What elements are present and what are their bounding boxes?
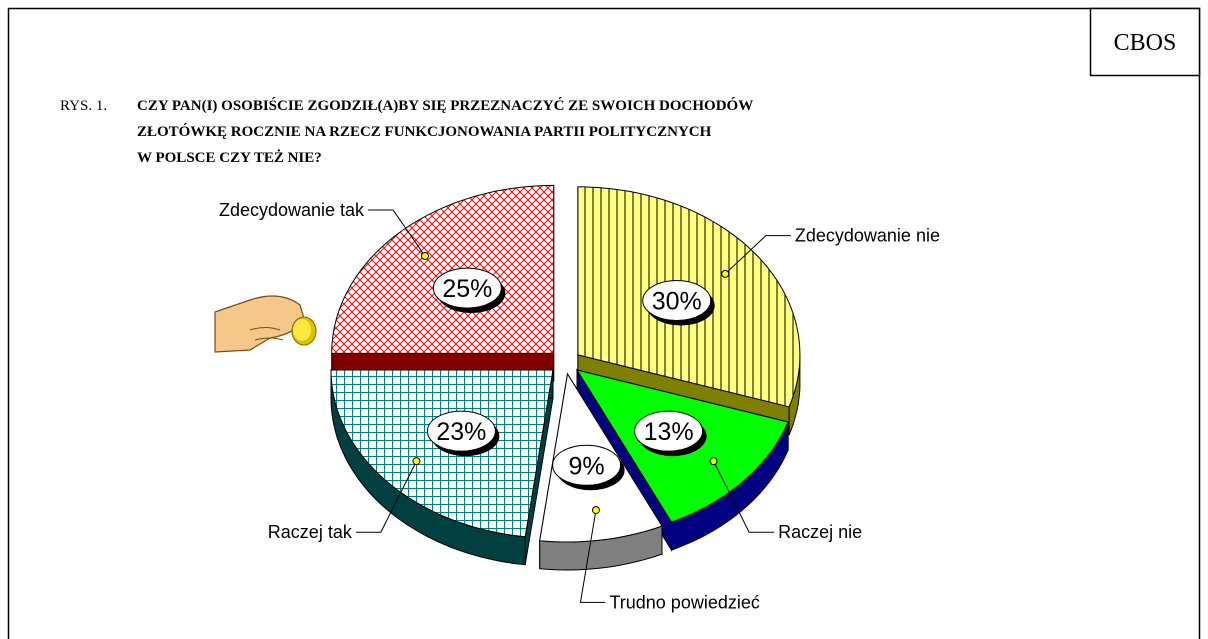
source: CBOS bbox=[1114, 30, 1177, 56]
chart: CBOS RYS. 1. CZY PAN(I) OSOBIŚCIE ZGODZI… bbox=[0, 0, 1208, 639]
hand-icon bbox=[215, 296, 316, 352]
leader-dot bbox=[592, 507, 599, 514]
chart-title: ZŁOTÓWKĘ ROCZNIE NA RZECZ FUNKCJONOWANIA… bbox=[137, 123, 712, 140]
chart-title: W POLSCE CZY TEŻ NIE? bbox=[137, 149, 322, 166]
pie-slice-group bbox=[331, 370, 553, 565]
value-label: 30% bbox=[652, 288, 702, 316]
category-label: Zdecydowanie tak bbox=[219, 200, 365, 220]
leader-dot bbox=[722, 270, 729, 277]
value-label: 13% bbox=[644, 418, 694, 446]
value-label: 23% bbox=[436, 418, 486, 446]
leader-dot bbox=[421, 252, 428, 259]
pie-slice bbox=[331, 370, 553, 537]
category-label: Raczej tak bbox=[268, 522, 353, 542]
value-label: 9% bbox=[569, 452, 605, 480]
leader-dot bbox=[413, 458, 420, 465]
pie-slice bbox=[332, 185, 554, 353]
category-label: Raczej nie bbox=[778, 522, 862, 542]
figure-label: RYS. 1. bbox=[60, 98, 107, 114]
category-label: Trudno powiedzieć bbox=[609, 592, 759, 612]
leader-dot bbox=[710, 458, 717, 465]
value-label: 25% bbox=[442, 275, 492, 303]
page: CBOS RYS. 1. CZY PAN(I) OSOBIŚCIE ZGODZI… bbox=[0, 0, 1208, 639]
chart-title: CZY PAN(I) OSOBIŚCIE ZGODZIŁ(A)BY SIĘ PR… bbox=[137, 97, 753, 114]
category-label: Zdecydowanie nie bbox=[795, 226, 940, 246]
